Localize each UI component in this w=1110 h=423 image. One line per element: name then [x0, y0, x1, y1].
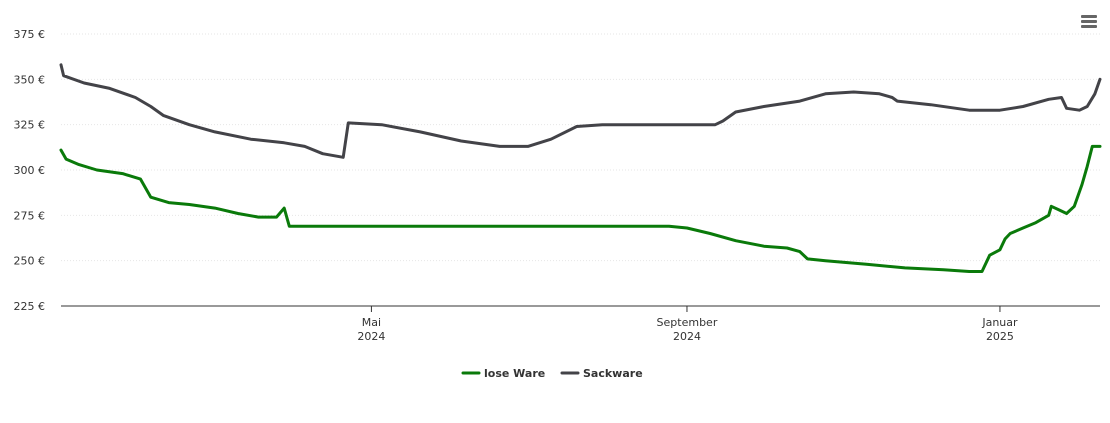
x-tick-year-label: 2024 — [673, 330, 701, 343]
legend: lose Ware Sackware — [461, 367, 643, 380]
legend-item-sackware[interactable]: Sackware — [560, 367, 643, 380]
x-tick-year-label: 2024 — [357, 330, 385, 343]
y-tick-label: 325 € — [14, 119, 46, 132]
y-tick-label: 375 € — [14, 28, 46, 41]
series-lines — [59, 63, 1102, 273]
menu-icon[interactable] — [1078, 12, 1100, 32]
x-tick-label: Januar — [981, 316, 1018, 329]
y-tick-label: 275 € — [14, 209, 46, 222]
grid-lines — [61, 33, 1100, 262]
y-tick-label: 300 € — [14, 164, 46, 177]
legend-item-lose-ware[interactable]: lose Ware — [461, 367, 545, 380]
x-tick-label: Mai — [362, 316, 381, 329]
series-line-sackware — [59, 63, 1102, 159]
y-axis: 225 € 250 € 275 € 300 € 325 € 350 € 375 € — [14, 28, 46, 313]
y-tick-label: 350 € — [14, 73, 46, 86]
legend-label: lose Ware — [484, 367, 545, 380]
y-tick-label: 225 € — [14, 300, 46, 313]
x-tick-label: September — [657, 316, 718, 329]
legend-label: Sackware — [583, 367, 643, 380]
series-line-lose-ware — [59, 144, 1102, 273]
y-tick-label: 250 € — [14, 255, 46, 268]
x-tick-year-label: 2025 — [986, 330, 1014, 343]
